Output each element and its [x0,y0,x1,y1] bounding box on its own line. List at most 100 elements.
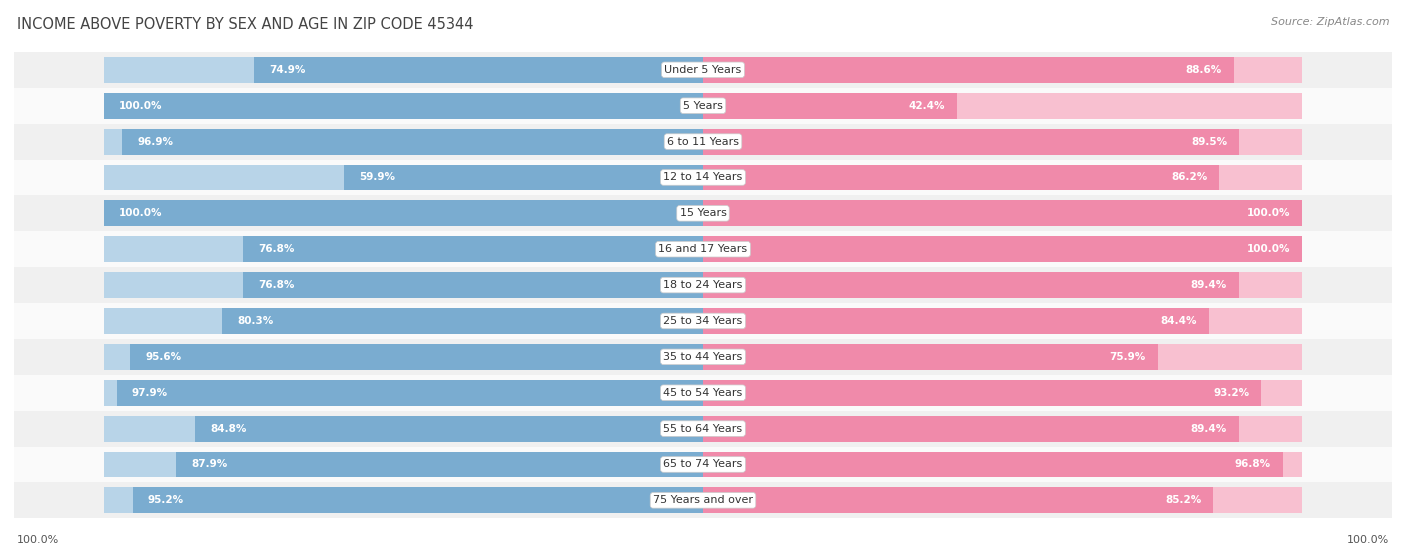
Bar [14,411,1392,447]
Bar [14,267,1392,303]
Bar [243,272,703,298]
Bar [703,380,1302,406]
Bar [703,272,1239,298]
Bar [14,339,1392,375]
Bar [104,272,703,298]
Bar [703,487,1302,513]
Bar [703,57,1302,83]
Text: 89.5%: 89.5% [1191,136,1227,146]
Bar [243,236,703,262]
Bar [104,344,703,369]
Text: 89.4%: 89.4% [1191,280,1226,290]
Bar [703,201,1302,226]
Bar [117,380,703,406]
Bar [104,236,703,262]
Bar [104,201,703,226]
Bar [703,380,1261,406]
Bar [344,164,703,191]
Text: 84.4%: 84.4% [1160,316,1197,326]
Bar [195,416,703,442]
Text: 100.0%: 100.0% [17,535,59,545]
Text: 35 to 44 Years: 35 to 44 Years [664,352,742,362]
Bar [703,344,1157,369]
Bar [104,452,703,477]
Text: 100.0%: 100.0% [1247,209,1291,219]
Text: 80.3%: 80.3% [238,316,273,326]
Bar [703,93,1302,119]
Text: 12 to 14 Years: 12 to 14 Years [664,173,742,182]
Bar [703,129,1302,154]
Text: 76.8%: 76.8% [257,244,294,254]
Bar [703,308,1302,334]
Bar [703,201,1302,226]
Text: 5 Years: 5 Years [683,101,723,111]
Bar [132,487,703,513]
Bar [14,52,1392,88]
Bar [703,416,1239,442]
Text: 76.8%: 76.8% [257,280,294,290]
Bar [104,93,703,119]
Text: 95.2%: 95.2% [148,495,184,505]
Text: 55 to 64 Years: 55 to 64 Years [664,424,742,434]
Bar [222,308,703,334]
Bar [703,416,1302,442]
Bar [14,447,1392,482]
Text: 97.9%: 97.9% [132,388,167,397]
Bar [14,159,1392,196]
Bar [703,164,1219,191]
Text: 85.2%: 85.2% [1166,495,1202,505]
Text: 96.8%: 96.8% [1234,459,1271,470]
Bar [104,416,703,442]
Bar [104,129,703,154]
Bar [14,375,1392,411]
Bar [703,452,1282,477]
Bar [14,482,1392,518]
Text: 59.9%: 59.9% [359,173,395,182]
Text: 75 Years and over: 75 Years and over [652,495,754,505]
Bar [703,57,1234,83]
Text: 100.0%: 100.0% [1347,535,1389,545]
Bar [14,303,1392,339]
Text: 89.4%: 89.4% [1191,424,1226,434]
Text: 96.9%: 96.9% [138,136,173,146]
Text: 75.9%: 75.9% [1109,352,1146,362]
Text: 74.9%: 74.9% [270,65,305,75]
Bar [14,231,1392,267]
Text: 93.2%: 93.2% [1213,388,1250,397]
Bar [703,344,1302,369]
Text: 100.0%: 100.0% [1247,244,1291,254]
Text: Source: ZipAtlas.com: Source: ZipAtlas.com [1271,17,1389,27]
Bar [703,272,1302,298]
Bar [104,308,703,334]
Bar [254,57,703,83]
Bar [703,129,1239,154]
Text: 87.9%: 87.9% [191,459,228,470]
Bar [14,88,1392,124]
Bar [104,201,703,226]
Text: 95.6%: 95.6% [145,352,181,362]
Bar [104,487,703,513]
Text: 100.0%: 100.0% [120,209,163,219]
Bar [104,93,703,119]
Bar [703,487,1213,513]
Text: 15 Years: 15 Years [679,209,727,219]
Text: INCOME ABOVE POVERTY BY SEX AND AGE IN ZIP CODE 45344: INCOME ABOVE POVERTY BY SEX AND AGE IN Z… [17,17,474,32]
Text: Under 5 Years: Under 5 Years [665,65,741,75]
Text: 84.8%: 84.8% [209,424,246,434]
Bar [703,236,1302,262]
Text: 25 to 34 Years: 25 to 34 Years [664,316,742,326]
Legend: Male, Female: Male, Female [630,554,776,559]
Text: 100.0%: 100.0% [120,101,163,111]
Text: 18 to 24 Years: 18 to 24 Years [664,280,742,290]
Bar [104,57,703,83]
Text: 88.6%: 88.6% [1185,65,1222,75]
Bar [703,93,957,119]
Bar [104,380,703,406]
Bar [122,129,703,154]
Bar [176,452,703,477]
Text: 16 and 17 Years: 16 and 17 Years [658,244,748,254]
Bar [104,164,703,191]
Bar [703,164,1302,191]
Bar [131,344,703,369]
Text: 45 to 54 Years: 45 to 54 Years [664,388,742,397]
